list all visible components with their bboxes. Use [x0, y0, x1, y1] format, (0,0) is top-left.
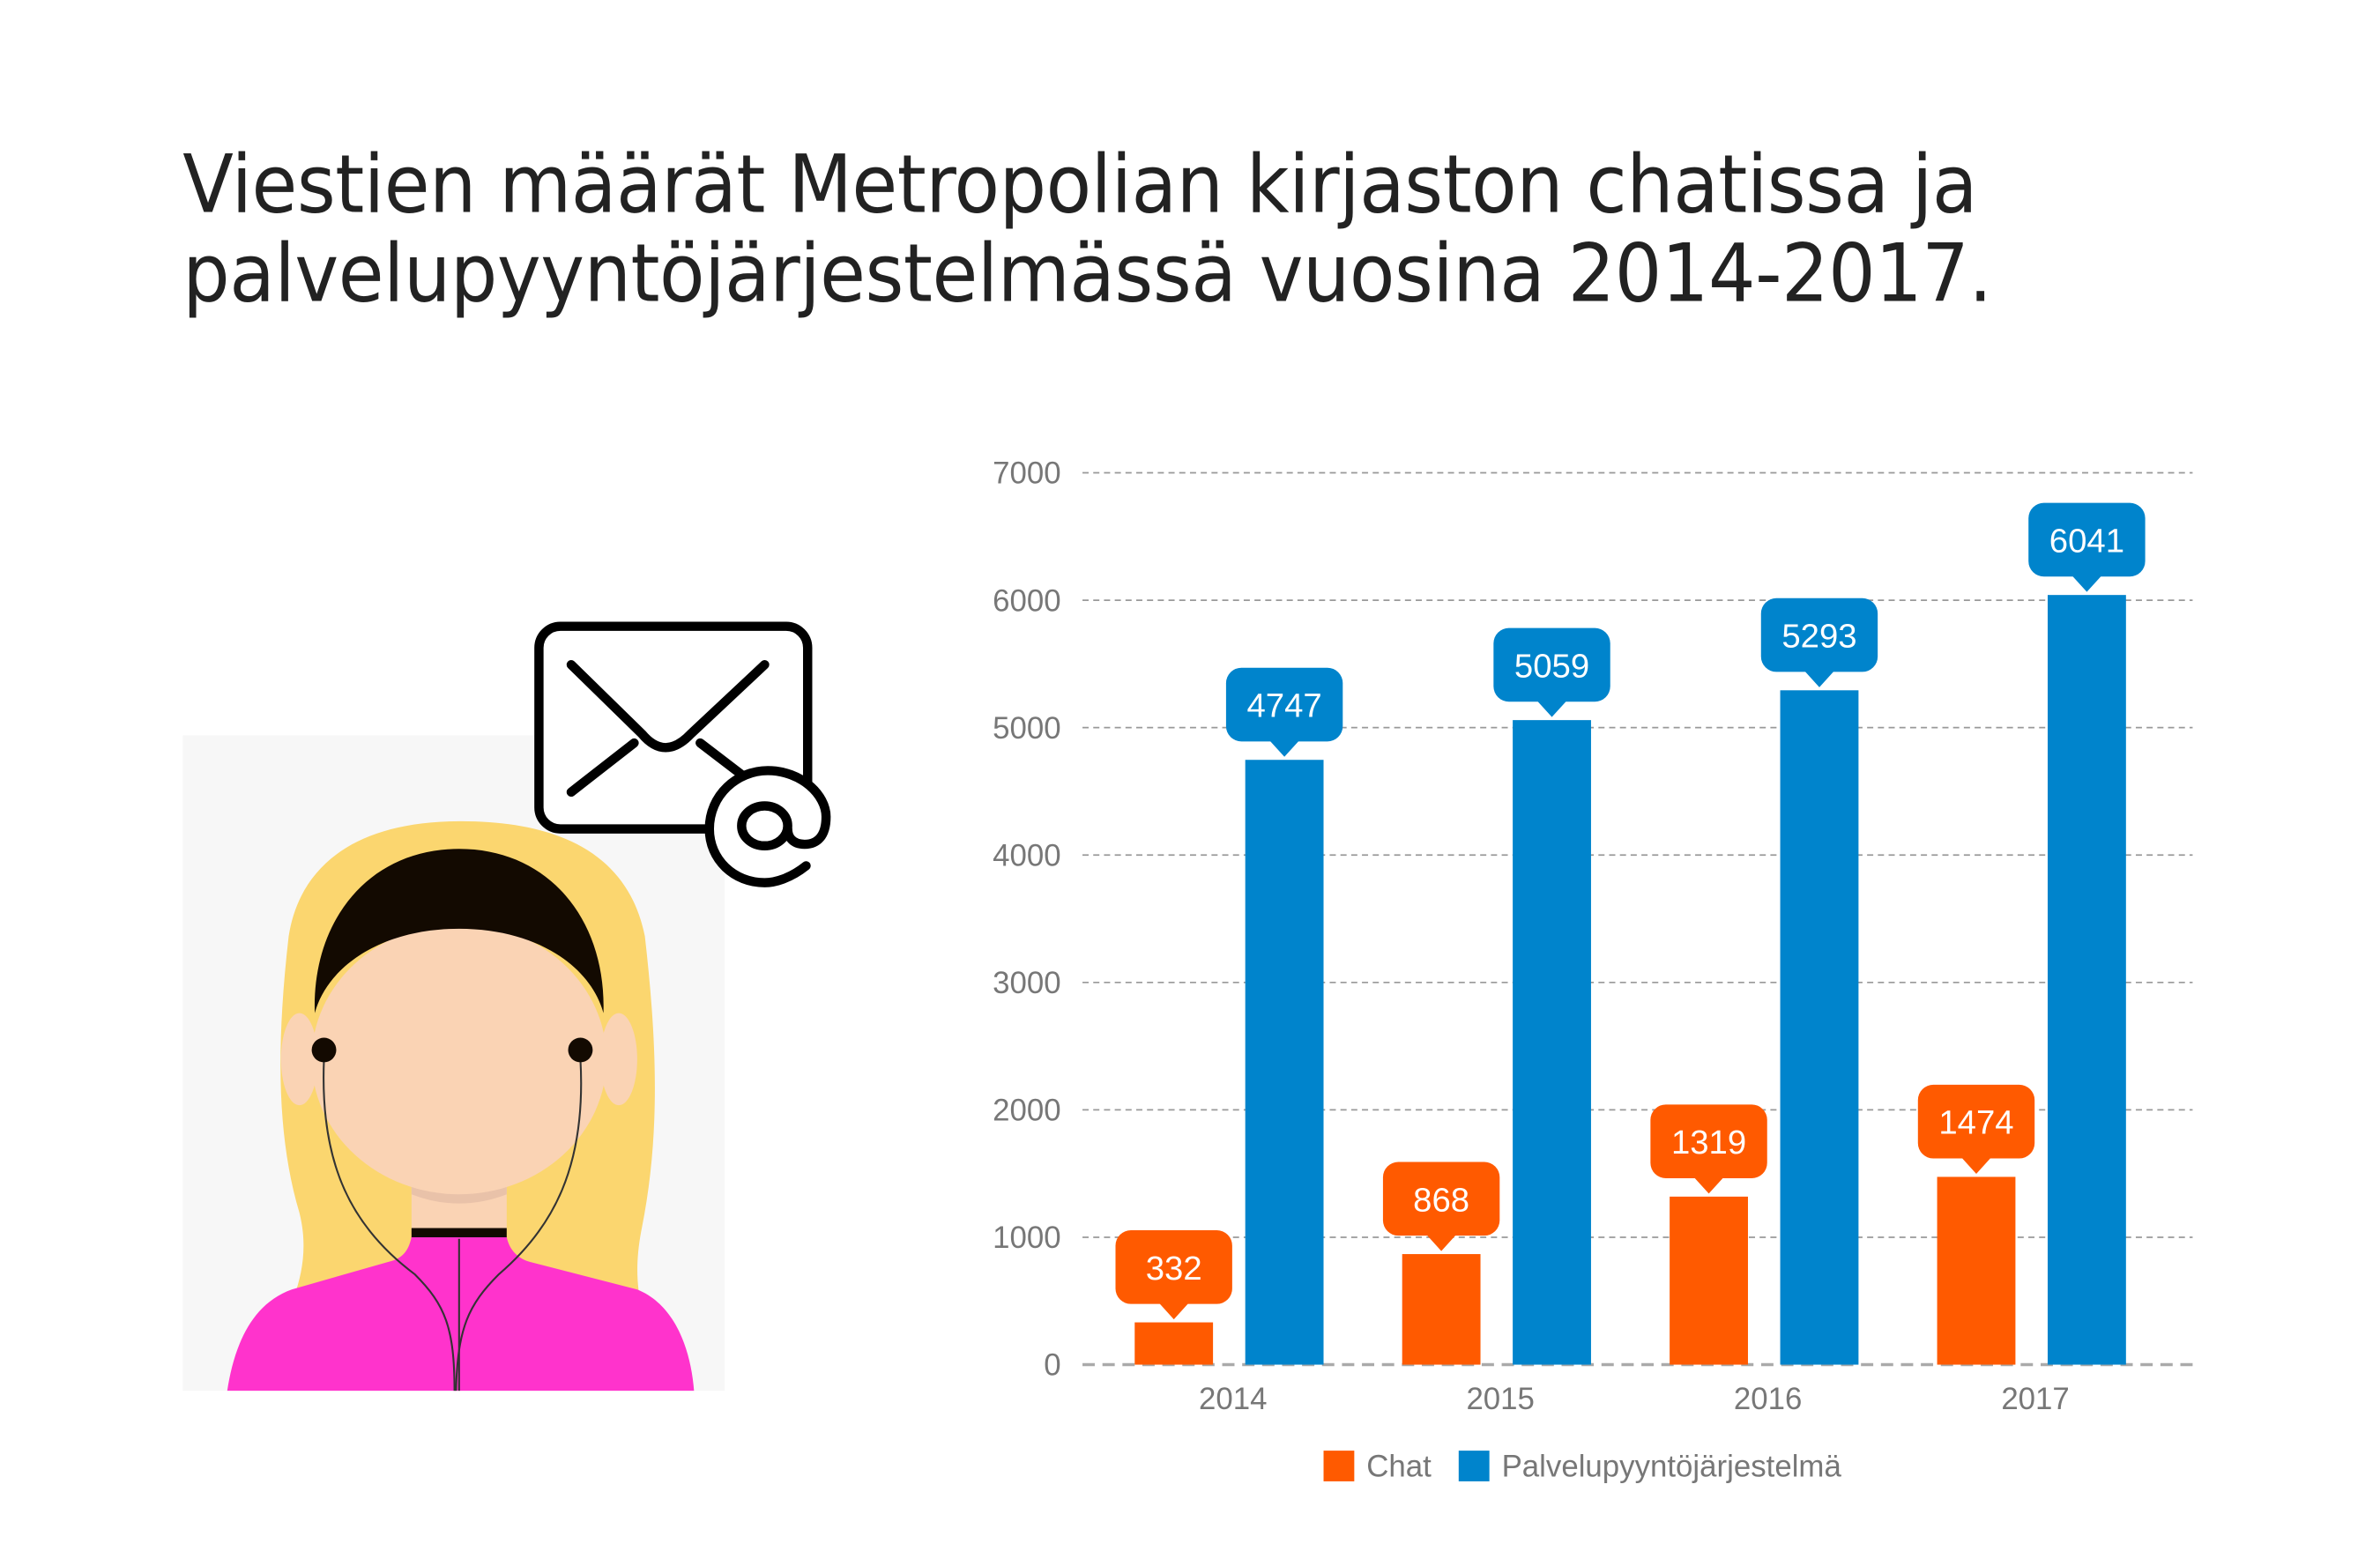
legend-label: Chat	[1366, 1450, 1432, 1484]
data-label-pointer	[1804, 670, 1835, 687]
y-tick-label: 3000	[993, 966, 1060, 1000]
x-tick-label: 2014	[1199, 1382, 1267, 1416]
y-tick-label: 5000	[993, 711, 1060, 746]
data-label-callout	[1225, 667, 1343, 742]
data-label-callout	[2028, 502, 2146, 577]
y-tick-label: 4000	[993, 838, 1060, 872]
title-line-2: palvelupyyntöjärjestelmässä vuosina 2014…	[182, 228, 1992, 322]
data-label-callout	[1650, 1104, 1767, 1178]
data-label-pointer	[1536, 700, 1567, 717]
page-title: Viestien määrät Metropolian kirjaston ch…	[182, 139, 1992, 322]
legend-swatch	[1323, 1451, 1355, 1481]
data-label: 5059	[1514, 647, 1589, 685]
bar-palvelupyyntjrjestelm	[1245, 760, 1324, 1365]
y-tick-label: 0	[1044, 1348, 1060, 1383]
title-line-1: Viestien määrät Metropolian kirjaston ch…	[182, 139, 1978, 233]
data-label: 4747	[1246, 687, 1321, 724]
data-label-callout	[1917, 1084, 2035, 1159]
bar-chat	[1402, 1254, 1481, 1365]
y-tick-label: 7000	[993, 456, 1060, 491]
data-label-pointer	[1693, 1176, 1724, 1194]
data-label-pointer	[1268, 739, 1300, 757]
data-label: 1474	[1938, 1104, 2013, 1142]
data-label: 5293	[1781, 618, 1856, 656]
data-label-pointer	[1960, 1156, 1992, 1174]
legend-label: Palvelupyyntöjärjestelmä	[1502, 1450, 1842, 1484]
data-label-pointer	[2071, 575, 2102, 592]
data-label: 6041	[2049, 522, 2124, 560]
data-label-callout	[1115, 1230, 1232, 1304]
data-label-callout	[1382, 1162, 1500, 1236]
y-tick-label: 2000	[993, 1094, 1060, 1128]
data-label: 868	[1413, 1181, 1469, 1219]
data-label-pointer	[1425, 1234, 1457, 1251]
data-label-pointer	[1158, 1302, 1190, 1320]
data-label-callout	[1760, 597, 1878, 672]
person-with-earphones-icon	[227, 820, 695, 1392]
data-label: 332	[1146, 1250, 1202, 1288]
data-label-callout	[1493, 627, 1610, 702]
y-tick-label: 6000	[993, 583, 1060, 618]
bar-chat	[1937, 1176, 2016, 1365]
at-sign-icon	[704, 766, 831, 887]
data-label: 1319	[1671, 1124, 1746, 1162]
bar-palvelupyyntjrjestelm	[1780, 690, 1859, 1365]
legend-swatch	[1458, 1451, 1490, 1481]
bar-chat	[1134, 1322, 1214, 1365]
y-tick-label: 1000	[993, 1221, 1060, 1255]
bar-palvelupyyntjrjestelm	[2047, 595, 2126, 1365]
x-tick-label: 2017	[2001, 1382, 2069, 1416]
x-tick-label: 2016	[1734, 1382, 1802, 1416]
bar-palvelupyyntjrjestelm	[1513, 720, 1591, 1365]
x-tick-label: 2015	[1466, 1382, 1534, 1416]
bar-chat	[1670, 1196, 1748, 1365]
